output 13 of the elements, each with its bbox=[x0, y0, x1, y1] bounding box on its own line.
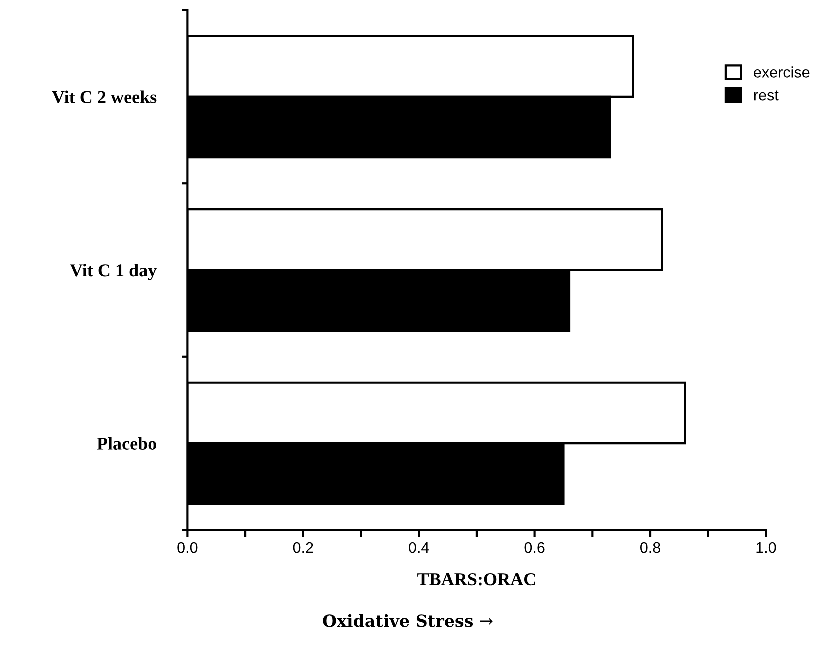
y-tick-label: Placebo bbox=[97, 437, 156, 450]
x-tick-label: 0.8 bbox=[640, 542, 660, 554]
legend-label: rest bbox=[754, 90, 779, 101]
x-tick-label: 0.2 bbox=[293, 542, 314, 554]
x-tick-label: 0.4 bbox=[409, 542, 430, 554]
y-tick-label: Vit C 2 weeks bbox=[52, 90, 157, 104]
y-tick-label: Vit C 1 day bbox=[70, 264, 157, 280]
x-tick-label: 1.0 bbox=[756, 542, 776, 554]
x-tick-label: 0.0 bbox=[178, 542, 198, 554]
x-axis-title: TBARS:ORAC bbox=[418, 573, 536, 586]
legend-label: exercise bbox=[754, 66, 810, 78]
x-tick-label: 0.6 bbox=[524, 542, 545, 554]
text: Oxidative Stress → bbox=[323, 614, 493, 628]
